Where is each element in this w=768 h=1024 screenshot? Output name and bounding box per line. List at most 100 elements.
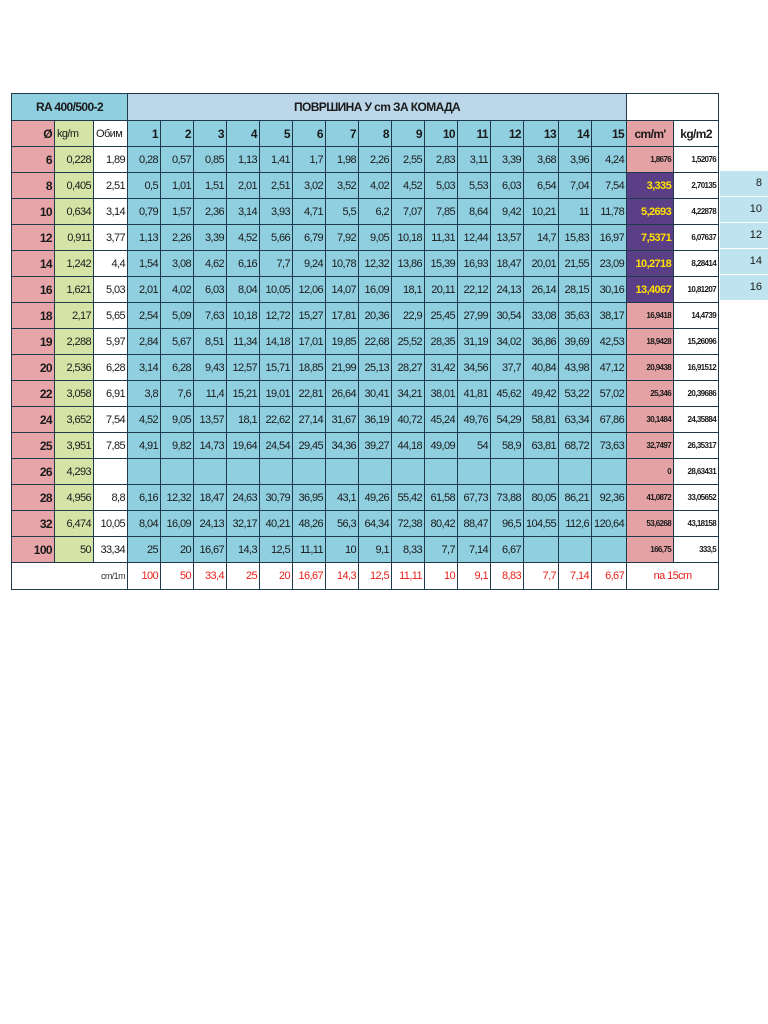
kg-per-m2-cell: 6,07637 (673, 224, 720, 251)
surface-cell: 6,79 (292, 224, 326, 251)
header-count: 13 (522, 120, 560, 147)
footer-value: 9,1 (457, 562, 491, 590)
cm-per-m-cell: 20,9438 (626, 354, 675, 381)
table-row: 6 0,228 1,89 0,28 0,57 0,85 1,13 1,41 1,7 1,98 2,2… (11, 146, 720, 173)
surface-cell: 14,73 (193, 432, 227, 459)
cm-per-m-cell: 30,1484 (626, 406, 675, 433)
surface-cell: 12,06 (292, 276, 326, 303)
surface-cell: 5,09 (160, 302, 194, 329)
surface-cell: 10,21 (522, 198, 560, 225)
diameter-cell: 32 (11, 510, 55, 537)
perimeter-cell: 2,51 (93, 172, 128, 199)
header-count: 12 (490, 120, 524, 147)
cm-per-m-cell: 7,5371 (626, 224, 675, 251)
footer-value: 14,3 (325, 562, 359, 590)
surface-cell: 22,81 (292, 380, 326, 407)
cm-per-m-cell: 32,7497 (626, 432, 675, 459)
surface-cell (591, 458, 628, 485)
surface-cell: 3,96 (558, 146, 593, 173)
surface-cell: 1,54 (127, 250, 161, 277)
surface-cell: 67,86 (591, 406, 628, 433)
surface-cell: 10,18 (226, 302, 260, 329)
surface-cell: 15,71 (259, 354, 293, 381)
surface-cell: 34,21 (391, 380, 425, 407)
surface-cell: 16,67 (193, 536, 227, 563)
kg-per-m2-cell: 333,5 (673, 536, 720, 563)
header-count: 7 (325, 120, 359, 147)
header-kg-per-m2: kg/m2 (673, 120, 720, 147)
kg-per-m-cell: 0,228 (54, 146, 94, 173)
side-list-item: 12 (720, 223, 768, 248)
header-count: 14 (558, 120, 593, 147)
cm-per-m-cell: 13,4067 (626, 276, 675, 303)
surface-cell: 49,76 (457, 406, 491, 433)
surface-cell: 2,26 (358, 146, 392, 173)
surface-cell: 41,81 (457, 380, 491, 407)
kg-per-m-cell: 4,956 (54, 484, 94, 511)
surface-cell (226, 458, 260, 485)
surface-cell: 19,64 (226, 432, 260, 459)
perimeter-cell: 6,91 (93, 380, 128, 407)
surface-cell: 22,68 (358, 328, 392, 355)
kg-per-m2-cell: 4,22878 (673, 198, 720, 225)
surface-cell: 31,19 (457, 328, 491, 355)
footer-value: 50 (160, 562, 194, 590)
kg-per-m-cell: 0,911 (54, 224, 94, 251)
surface-cell: 36,86 (522, 328, 560, 355)
header-count: 2 (160, 120, 194, 147)
surface-cell: 20,01 (522, 250, 560, 277)
surface-cell: 28,35 (424, 328, 458, 355)
table-row: 10 0,634 3,14 0,79 1,57 2,36 3,14 3,93 4,71 5,5 6,… (11, 198, 720, 225)
surface-cell: 35,63 (558, 302, 593, 329)
surface-cell: 38,17 (591, 302, 628, 329)
surface-cell: 2,54 (127, 302, 161, 329)
surface-cell: 26,14 (522, 276, 560, 303)
surface-cell: 104,55 (522, 510, 560, 537)
surface-cell: 7,7 (424, 536, 458, 563)
surface-cell: 67,73 (457, 484, 491, 511)
footer-value: 7,7 (522, 562, 560, 590)
header-cm-per-m: cm/m' (626, 120, 675, 147)
surface-cell: 4,52 (127, 406, 161, 433)
surface-cell: 22,62 (259, 406, 293, 433)
surface-cell: 19,85 (325, 328, 359, 355)
surface-cell: 7,92 (325, 224, 359, 251)
surface-cell: 20,36 (358, 302, 392, 329)
surface-cell: 37,7 (490, 354, 524, 381)
kg-per-m-cell: 2,17 (54, 302, 94, 329)
perimeter-cell: 8,8 (93, 484, 128, 511)
surface-cell: 20,11 (424, 276, 458, 303)
header-count: 11 (457, 120, 491, 147)
surface-cell: 42,53 (591, 328, 628, 355)
surface-cell: 3,14 (127, 354, 161, 381)
surface-cell: 73,63 (591, 432, 628, 459)
surface-cell: 25,45 (424, 302, 458, 329)
surface-cell: 5,53 (457, 172, 491, 199)
surface-cell: 14,3 (226, 536, 260, 563)
diameter-cell: 19 (11, 328, 55, 355)
surface-cell: 27,14 (292, 406, 326, 433)
surface-cell (160, 458, 194, 485)
perimeter-cell: 5,97 (93, 328, 128, 355)
side-list-item: 16 (720, 275, 768, 300)
surface-cell: 12,32 (358, 250, 392, 277)
table-row: 24 3,652 7,54 4,52 9,05 13,57 18,1 22,62 27,14 31… (11, 406, 720, 433)
surface-cell: 4,91 (127, 432, 161, 459)
kg-per-m-cell: 1,242 (54, 250, 94, 277)
surface-cell: 2,01 (226, 172, 260, 199)
surface-cell: 1,41 (259, 146, 293, 173)
perimeter-cell: 3,77 (93, 224, 128, 251)
surface-cell: 2,84 (127, 328, 161, 355)
surface-cell: 18,1 (391, 276, 425, 303)
surface-cell: 2,01 (127, 276, 161, 303)
kg-per-m-cell: 2,288 (54, 328, 94, 355)
table-row: 25 3,951 7,85 4,91 9,82 14,73 19,64 24,54 29,45 3… (11, 432, 720, 459)
surface-cell: 45,24 (424, 406, 458, 433)
surface-cell: 12,5 (259, 536, 293, 563)
surface-cell: 40,21 (259, 510, 293, 537)
surface-cell: 30,16 (591, 276, 628, 303)
perimeter-cell: 3,14 (93, 198, 128, 225)
footer-value: 11,11 (391, 562, 425, 590)
header-count: 5 (259, 120, 293, 147)
surface-cell: 7,85 (424, 198, 458, 225)
